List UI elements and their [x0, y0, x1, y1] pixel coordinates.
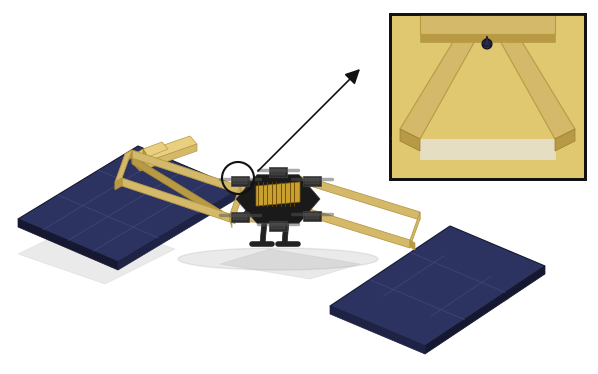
Polygon shape	[230, 214, 232, 228]
Polygon shape	[271, 223, 285, 229]
Polygon shape	[132, 150, 240, 194]
Polygon shape	[269, 167, 287, 177]
Polygon shape	[390, 14, 585, 159]
Polygon shape	[233, 178, 247, 184]
Polygon shape	[132, 156, 222, 219]
Polygon shape	[256, 182, 300, 206]
Polygon shape	[143, 142, 168, 157]
Polygon shape	[305, 213, 319, 219]
Polygon shape	[485, 14, 575, 139]
Polygon shape	[305, 178, 319, 184]
Polygon shape	[18, 219, 118, 270]
Polygon shape	[330, 306, 425, 354]
Polygon shape	[115, 178, 122, 189]
Polygon shape	[231, 176, 249, 186]
Polygon shape	[310, 178, 420, 220]
Polygon shape	[400, 129, 420, 151]
Polygon shape	[231, 212, 249, 222]
Polygon shape	[410, 240, 415, 250]
Polygon shape	[18, 146, 240, 262]
Polygon shape	[303, 211, 321, 221]
Polygon shape	[300, 206, 410, 248]
Polygon shape	[420, 14, 555, 34]
Polygon shape	[555, 129, 575, 151]
Polygon shape	[220, 249, 360, 279]
Polygon shape	[132, 149, 150, 164]
Ellipse shape	[178, 248, 378, 270]
Polygon shape	[230, 186, 245, 217]
Polygon shape	[132, 156, 230, 219]
Polygon shape	[303, 178, 310, 190]
Polygon shape	[132, 136, 197, 164]
Polygon shape	[303, 176, 321, 186]
Circle shape	[482, 39, 492, 49]
Polygon shape	[293, 178, 310, 210]
Polygon shape	[293, 206, 300, 218]
Polygon shape	[271, 169, 285, 175]
Polygon shape	[290, 177, 312, 199]
Polygon shape	[483, 36, 491, 46]
Polygon shape	[118, 189, 240, 270]
Polygon shape	[425, 266, 545, 354]
Polygon shape	[143, 149, 148, 164]
Polygon shape	[272, 201, 278, 224]
Polygon shape	[230, 214, 272, 223]
Polygon shape	[260, 209, 268, 244]
Polygon shape	[420, 34, 555, 42]
Polygon shape	[282, 209, 290, 244]
Polygon shape	[240, 174, 282, 193]
Polygon shape	[140, 144, 197, 171]
Polygon shape	[420, 139, 555, 159]
Polygon shape	[290, 199, 312, 221]
Polygon shape	[236, 175, 320, 223]
Polygon shape	[280, 174, 310, 185]
Polygon shape	[268, 206, 300, 223]
Polygon shape	[230, 214, 235, 224]
Polygon shape	[115, 178, 122, 190]
Polygon shape	[132, 156, 140, 171]
Polygon shape	[330, 226, 545, 346]
Polygon shape	[330, 274, 510, 336]
Polygon shape	[242, 199, 265, 219]
Polygon shape	[115, 150, 132, 182]
Polygon shape	[122, 178, 230, 222]
Polygon shape	[410, 212, 420, 247]
Polygon shape	[272, 174, 278, 197]
Polygon shape	[240, 186, 242, 200]
Polygon shape	[18, 219, 175, 284]
Polygon shape	[233, 214, 247, 220]
Polygon shape	[390, 14, 585, 179]
Polygon shape	[125, 150, 132, 162]
Polygon shape	[132, 156, 140, 171]
Polygon shape	[400, 14, 490, 139]
Polygon shape	[242, 178, 265, 200]
Polygon shape	[269, 221, 287, 231]
